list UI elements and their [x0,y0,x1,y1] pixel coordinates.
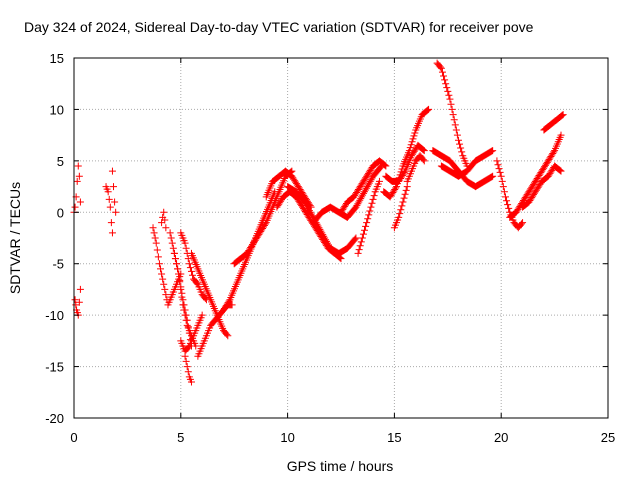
point-markers [433,59,471,170]
series-s15 [230,167,296,268]
series-s19 [309,162,386,227]
point-markers [71,285,84,319]
point-markers [70,162,84,216]
x-tick-label: 20 [494,430,508,445]
series-s25 [403,152,428,185]
series-s10 [181,352,195,386]
series-s6 [158,208,170,232]
point-markers [390,183,411,232]
point-markers [540,111,567,134]
series-s5 [149,224,185,309]
point-markers [354,177,383,257]
y-tick-label: -20 [45,411,64,426]
axis-ticks: 0 5 10 15 20 25 -20 -15 -10 -5 0 5 10 15 [45,51,615,445]
series-s9 [177,311,206,355]
point-markers [158,208,170,232]
series-s28 [437,147,497,180]
y-tick-label: 10 [50,102,64,117]
point-markers [262,167,315,211]
chart-title: Day 324 of 2024, Sidereal Day-to-day VTE… [24,19,534,35]
x-tick-label: 5 [177,430,184,445]
point-markers [403,152,428,185]
series-s20 [337,157,390,216]
point-markers [149,224,185,309]
series-s24 [390,183,411,232]
series-s4 [108,167,120,216]
series-s11 [177,229,210,304]
series-s8 [170,249,195,350]
series-s23 [382,141,428,185]
point-markers [177,229,210,304]
series-s31 [519,162,565,211]
plot-frame [73,57,609,419]
series-s18 [284,183,360,257]
point-markers [284,183,360,257]
x-tick-label: 10 [280,430,294,445]
point-markers [181,352,195,386]
series-s16 [262,167,315,211]
point-markers [519,162,565,211]
x-tick-label: 0 [70,430,77,445]
x-tick-label: 25 [601,430,615,445]
point-markers [230,167,296,268]
point-markers [382,141,428,185]
y-axis-label: SDTVAR / TECUs [7,182,23,294]
series-s26 [433,59,471,170]
point-markers [309,162,386,227]
y-tick-label: -5 [52,257,64,272]
y-tick-label: 5 [57,154,64,169]
point-markers [108,167,120,216]
y-tick-label: -15 [45,360,64,375]
point-markers [170,249,195,350]
series-s12 [187,249,232,340]
series-s2 [71,285,84,319]
y-tick-label: 15 [50,51,64,66]
series-s21 [354,177,383,257]
x-tick-label: 15 [387,430,401,445]
point-markers [177,311,206,355]
series-s30 [506,131,565,221]
point-markers [437,147,497,180]
point-markers [506,131,565,221]
point-markers [337,157,390,216]
point-markers [187,249,232,340]
series-s1 [70,162,84,216]
x-axis-label: GPS time / hours [287,458,394,474]
y-tick-label: 0 [57,205,64,220]
series-s32 [540,111,567,134]
data-points [70,59,567,386]
y-tick-label: -10 [45,308,64,323]
point-markers [102,183,116,237]
series-s3 [102,183,116,237]
